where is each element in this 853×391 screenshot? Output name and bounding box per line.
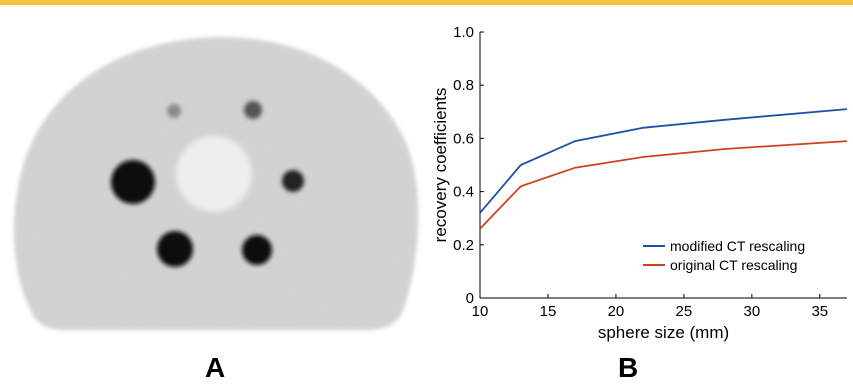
y-axis-title: recovery coefficients bbox=[431, 88, 450, 243]
sphere-22mm bbox=[242, 235, 272, 265]
y-tick-label: 1.0 bbox=[453, 24, 474, 41]
lung-insert bbox=[176, 136, 252, 212]
x-tick-label: 25 bbox=[676, 303, 693, 320]
legend-label-1: modified CT rescaling bbox=[670, 238, 805, 254]
sphere-28mm bbox=[157, 231, 193, 267]
series-line-2 bbox=[479, 140, 848, 230]
sphere-10mm bbox=[167, 104, 181, 118]
top-rule bbox=[0, 0, 853, 5]
panel-b: 0 0.2 0.4 0.6 0.8 1.0 10 15 20 25 30 35 sphere size … bbox=[430, 8, 853, 391]
panel-label-b: B bbox=[618, 352, 639, 383]
panel-label-a: A bbox=[205, 352, 226, 383]
sphere-17mm bbox=[282, 170, 304, 192]
x-tick-label: 30 bbox=[744, 303, 761, 320]
y-tick-label: 0.2 bbox=[453, 237, 474, 254]
x-axis-title: sphere size (mm) bbox=[598, 323, 729, 342]
series-line-1 bbox=[479, 108, 848, 214]
sphere-37mm bbox=[111, 160, 155, 204]
sphere-13mm bbox=[244, 101, 262, 119]
x-tick-label: 35 bbox=[811, 303, 828, 320]
x-tick-label: 15 bbox=[540, 303, 557, 320]
legend-label-2: original CT rescaling bbox=[670, 257, 797, 273]
panel-a: A bbox=[0, 8, 430, 391]
y-tick-label: 0.6 bbox=[453, 130, 474, 147]
x-tick-label: 10 bbox=[472, 303, 489, 320]
x-tick-label: 20 bbox=[608, 303, 625, 320]
y-tick-label: 0 bbox=[466, 290, 474, 307]
phantom-image bbox=[14, 37, 419, 331]
y-tick-label: 0.4 bbox=[453, 184, 474, 201]
recovery-chart: 0 0.2 0.4 0.6 0.8 1.0 10 15 20 25 30 35 sphere size … bbox=[431, 24, 848, 342]
y-tick-label: 0.8 bbox=[453, 77, 474, 94]
